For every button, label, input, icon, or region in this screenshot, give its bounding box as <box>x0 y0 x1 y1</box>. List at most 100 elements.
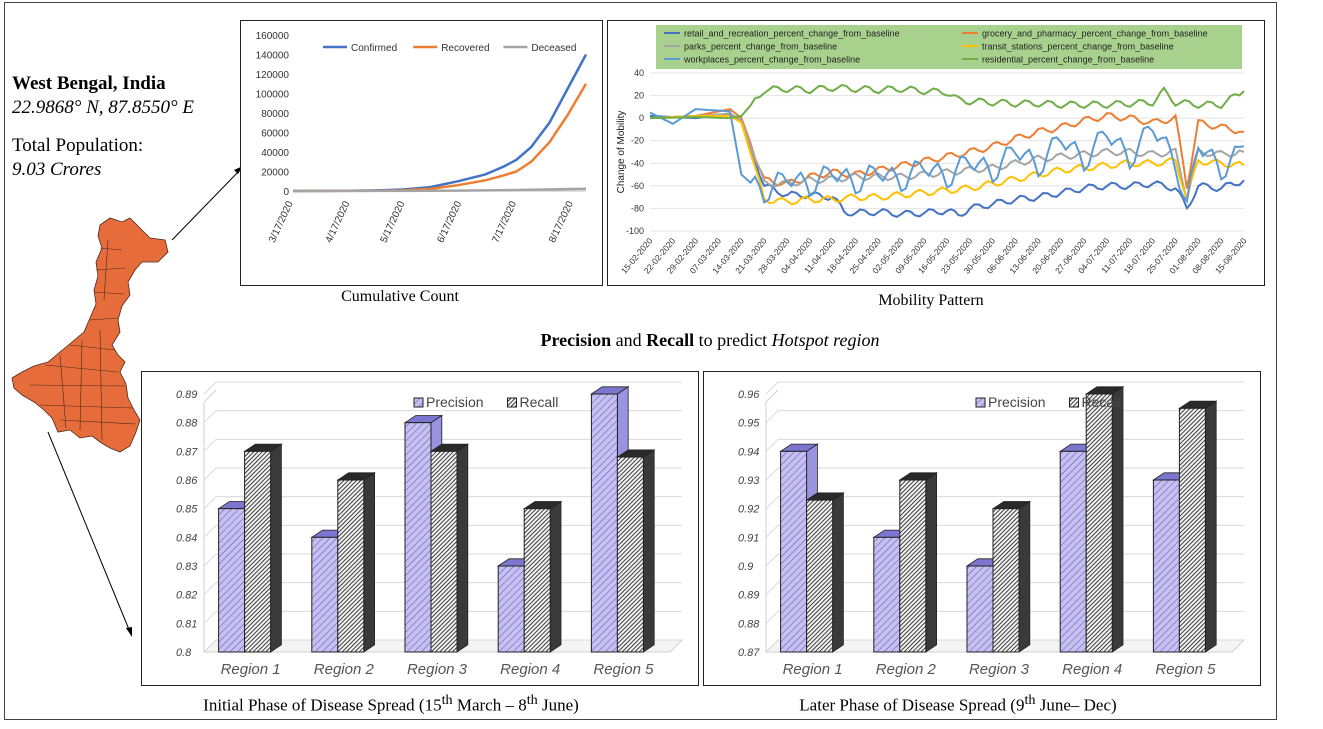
bar-recall-side <box>456 443 469 653</box>
x-category-label: Region 2 <box>314 661 375 678</box>
series-line <box>649 83 1245 120</box>
bar-precision <box>966 565 994 653</box>
precision-recall-title: Precision and Recall to predict Hotspot … <box>140 330 1280 351</box>
population-value: 9.03 Crores <box>12 159 102 180</box>
legend-label: grocery_and_pharmacy_percent_change_from… <box>982 29 1208 39</box>
legend-background <box>656 25 1242 69</box>
cumulative-chart-panel: 0 20000 40000 60000 80000 100000 120000 140000 1… <box>240 20 603 286</box>
bar-recall-side <box>549 500 562 653</box>
x-category-label: Region 4 <box>500 661 560 678</box>
legend-label: residential_percent_change_from_baseline <box>982 55 1154 65</box>
left-wall-top <box>765 389 779 403</box>
gridline-side <box>765 582 779 596</box>
title-precision: Precision <box>540 330 612 350</box>
gridline-side <box>765 610 779 624</box>
region-info: West Bengal, India 22.9868° N, 87.8550° … <box>12 72 194 182</box>
y-tick-label: -60 <box>631 181 644 191</box>
gridline-side <box>765 496 779 510</box>
legend-label: parks_percent_change_from_baseline <box>684 42 837 52</box>
legend-swatch-recall <box>507 397 517 408</box>
west-bengal-map-icon <box>11 217 169 453</box>
gridline-side <box>203 639 217 653</box>
bar-precision <box>590 393 618 653</box>
legend-label-precision: Precision <box>988 394 1046 410</box>
y-tick-label: 0.95 <box>738 418 760 430</box>
bar-precision <box>873 536 901 653</box>
gridline-side <box>765 524 779 538</box>
later-phase-bar-panel: 0.87 0.88 0.89 0.9 0.91 0.92 0.93 0.94 0.95 0.96 R… <box>703 371 1261 686</box>
y-tick-label: 0.94 <box>738 446 759 458</box>
y-tick-label: 0.88 <box>176 418 198 430</box>
legend-label-recall: Recall <box>1082 394 1121 410</box>
y-tick-label: 60000 <box>261 129 289 140</box>
x-category-label: Region 5 <box>1155 661 1216 678</box>
gridline-side <box>203 582 217 596</box>
bar-recall <box>616 456 644 653</box>
bar-precision <box>780 450 808 653</box>
later-phase-bar-chart: 0.87 0.88 0.89 0.9 0.91 0.92 0.93 0.94 0.95 0.96 R… <box>738 381 1246 678</box>
legend-swatch-precision <box>975 397 986 408</box>
population-label: Total Population: <box>12 135 144 156</box>
legend-swatch-recall <box>1069 397 1079 408</box>
bar-recall-side <box>1018 500 1031 653</box>
legend-label: transit_stations_percent_change_from_bas… <box>982 42 1174 52</box>
gridline-side <box>203 410 217 424</box>
initial-phase-bar-chart: 0.8 0.81 0.82 0.83 0.84 0.85 0.86 0.87 0.88 0.89 R… <box>176 381 684 678</box>
y-tick-label: 0.85 <box>176 504 198 516</box>
y-tick-label: 160000 <box>256 31 290 42</box>
initial-caption-sup1: th <box>441 692 453 708</box>
title-to-predict: to predict <box>694 330 772 350</box>
bar-recall-side <box>832 492 844 653</box>
y-tick-label: 0.82 <box>176 590 197 602</box>
bar-precision <box>311 536 339 653</box>
y-tick-label: -100 <box>626 226 644 236</box>
x-category-label: Region 5 <box>593 661 654 678</box>
x-category-label: Region 1 <box>783 661 843 678</box>
arrow-to-charts <box>171 169 241 241</box>
gridline-side <box>203 496 217 510</box>
x-tick-label: 8/17/2020 <box>547 199 576 244</box>
y-tick-label: 0.84 <box>176 532 197 544</box>
y-tick-label: 0 <box>639 113 644 123</box>
initial-phase-caption: Initial Phase of Disease Spread (15th Ma… <box>141 692 641 716</box>
later-caption-sup: th <box>1024 692 1036 708</box>
y-tick-label: 100000 <box>256 90 290 101</box>
title-hotspot: Hotspot region <box>771 330 880 350</box>
gridline-side <box>203 438 217 452</box>
bar-recall-side <box>270 443 282 653</box>
legend-label-precision: Precision <box>426 394 484 410</box>
x-tick-label: 3/17/2020 <box>267 199 296 244</box>
y-tick-label: -20 <box>631 136 644 146</box>
gridline-side <box>765 639 779 653</box>
y-tick-label: 0.91 <box>738 532 759 544</box>
legend-label-confirmed: Confirmed <box>351 43 397 54</box>
x-category-label: Region 3 <box>969 661 1030 678</box>
bar-recall <box>337 479 365 653</box>
series-line <box>649 108 1245 205</box>
y-tick-label: 0.96 <box>738 389 760 401</box>
legend-label-deceased: Deceased <box>531 43 576 54</box>
title-recall: Recall <box>646 330 695 350</box>
bar-recall-side <box>642 449 655 653</box>
bar-recall-side <box>1111 386 1124 653</box>
y-tick-label: 0.88 <box>738 618 760 630</box>
y-tick-label: 40000 <box>261 148 289 159</box>
later-phase-caption: Later Phase of Disease Spread (9th June–… <box>703 692 1213 716</box>
mobility-chart-panel: retail_and_recreation_percent_change_fro… <box>607 20 1265 286</box>
bar-recall-side <box>925 472 938 653</box>
bar-recall <box>899 479 927 653</box>
bar-precision <box>1152 479 1180 653</box>
gridline-side <box>203 610 217 624</box>
y-tick-label: 80000 <box>261 109 289 120</box>
gridline-side <box>765 410 779 424</box>
bar-recall <box>1085 393 1113 653</box>
bar-recall <box>806 499 834 653</box>
mobility-line-chart: retail_and_recreation_percent_change_fro… <box>616 25 1249 276</box>
gridline-side <box>765 467 779 481</box>
y-tick-label: 0.93 <box>738 475 760 487</box>
y-tick-label: 0.87 <box>738 647 760 659</box>
bar-recall <box>1178 407 1206 653</box>
x-tick-label: 5/17/2020 <box>379 199 408 244</box>
legend-label: workplaces_percent_change_from_baseline <box>683 55 860 65</box>
initial-caption-b: March – 8 <box>452 695 527 715</box>
